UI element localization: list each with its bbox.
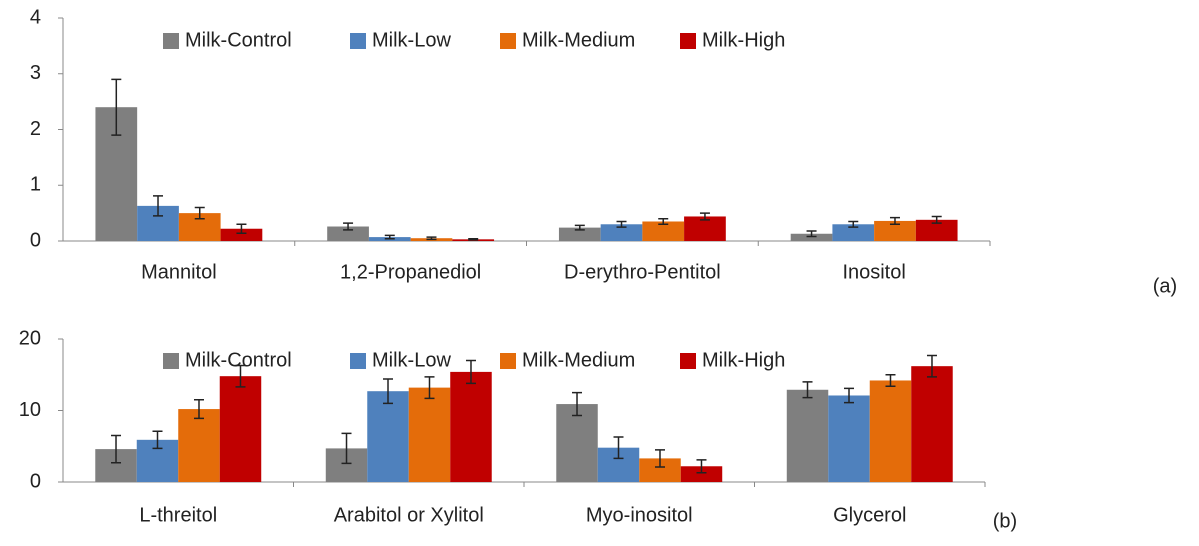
error-bar	[572, 391, 583, 417]
error-bar	[465, 359, 476, 385]
error-bar	[341, 432, 352, 465]
bar	[680, 466, 723, 482]
error-bar	[111, 78, 122, 136]
x-tick-label: Myo-inositol	[586, 504, 693, 526]
error-bar	[658, 217, 669, 226]
x-tick-label: Arabitol or Xylitol	[334, 504, 484, 526]
legend-label: Milk-Medium	[522, 29, 635, 51]
legend-swatch	[500, 33, 516, 49]
legend-swatch	[350, 353, 366, 369]
error-bar	[236, 223, 247, 234]
error-bar	[426, 236, 437, 241]
error-bar	[383, 378, 394, 405]
x-tick-label: 1,2-Propanediol	[340, 261, 481, 283]
legend-label: Milk-Low	[372, 349, 451, 371]
bar	[450, 371, 492, 482]
legend-label: Milk-Control	[185, 349, 292, 371]
error-bar	[384, 234, 395, 240]
bar	[639, 458, 681, 482]
legend-label: Milk-High	[702, 349, 785, 371]
x-tick-label: Mannitol	[141, 261, 217, 283]
y-tick-label: 10	[19, 399, 41, 421]
error-bar	[194, 206, 205, 220]
panel-label: (b)	[993, 510, 1017, 532]
error-bar	[235, 364, 246, 388]
bar	[556, 404, 598, 482]
error-bar	[613, 436, 624, 460]
y-tick-label: 2	[30, 118, 41, 140]
error-bar	[153, 195, 164, 217]
bar	[219, 376, 262, 482]
error-bar	[574, 224, 585, 231]
error-bar	[343, 222, 354, 231]
bar	[642, 221, 685, 241]
bar	[178, 409, 220, 482]
bar	[828, 395, 870, 482]
error-bar	[931, 215, 942, 224]
y-tick-label: 3	[30, 62, 41, 84]
error-bar	[844, 387, 855, 404]
error-bar	[848, 220, 859, 228]
bar	[790, 233, 833, 241]
x-tick-label: Glycerol	[833, 504, 906, 526]
error-bar	[889, 216, 900, 226]
legend-swatch	[163, 353, 179, 369]
error-bar	[654, 449, 665, 468]
panel-label: (a)	[1153, 275, 1177, 297]
x-tick-label: Inositol	[842, 261, 905, 283]
legend-label: Milk-Control	[185, 29, 292, 51]
error-bar	[616, 220, 627, 228]
bar	[832, 224, 875, 241]
error-bar	[699, 212, 710, 221]
legend-swatch	[350, 33, 366, 49]
error-bar	[193, 399, 204, 420]
legend-swatch	[163, 33, 179, 49]
error-bar	[424, 376, 435, 400]
bar	[600, 224, 643, 241]
x-tick-label: D-erythro-Pentitol	[564, 261, 721, 283]
legend-label: Milk-Low	[372, 29, 451, 51]
error-bar	[696, 459, 707, 474]
error-bar	[806, 230, 817, 238]
bar	[874, 220, 916, 241]
bar	[558, 227, 601, 241]
error-bar	[885, 374, 896, 387]
y-tick-label: 20	[19, 327, 41, 349]
y-tick-label: 0	[30, 470, 41, 492]
y-tick-label: 1	[30, 174, 41, 196]
legend-swatch	[680, 353, 696, 369]
bar	[220, 228, 263, 241]
error-bar	[926, 354, 937, 378]
error-bar	[802, 381, 813, 399]
error-bar	[468, 238, 479, 241]
bar	[915, 219, 958, 241]
bar	[327, 226, 369, 241]
error-bar	[111, 434, 122, 464]
legend-swatch	[500, 353, 516, 369]
legend-swatch	[680, 33, 696, 49]
bar	[367, 391, 409, 482]
legend-label: Milk-High	[702, 29, 785, 51]
y-tick-label: 4	[30, 6, 41, 28]
legend-label: Milk-Medium	[522, 349, 635, 371]
bar	[911, 366, 953, 482]
x-tick-label: L-threitol	[139, 504, 217, 526]
bar	[786, 389, 829, 482]
y-tick-label: 0	[30, 229, 41, 251]
bar	[869, 380, 912, 482]
error-bar	[152, 430, 163, 450]
bar	[408, 387, 451, 482]
